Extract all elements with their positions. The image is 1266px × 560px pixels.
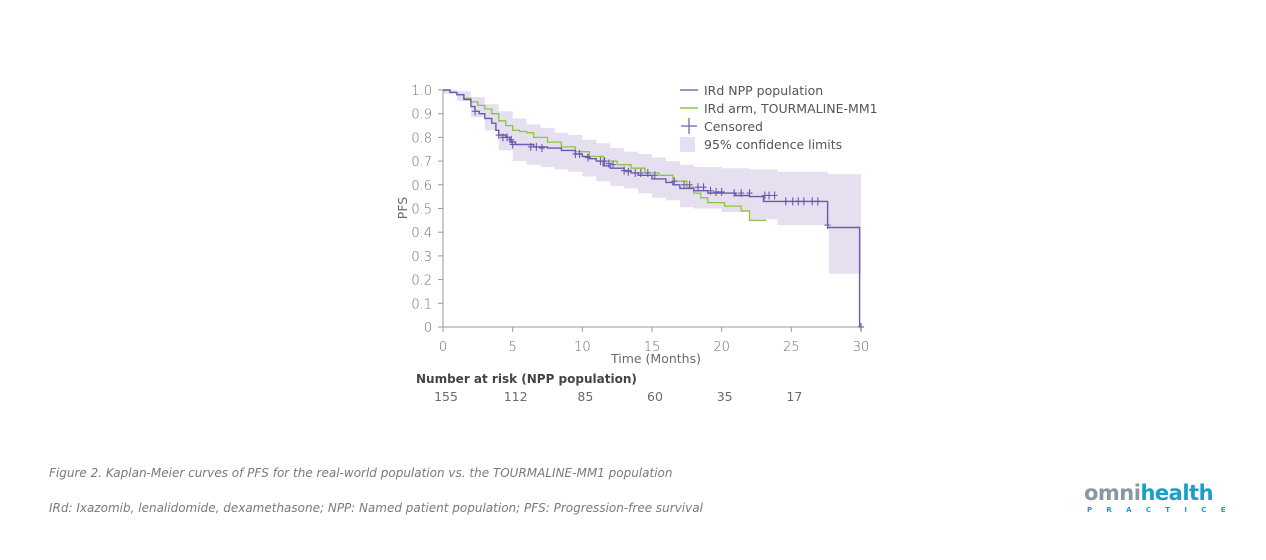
y-tick-label: 0.2 (411, 274, 432, 289)
legend-censored-label: Censored (704, 119, 763, 134)
censored-marker (632, 168, 639, 177)
censored-marker (495, 131, 502, 140)
censored-marker (508, 135, 515, 144)
censored-markers (472, 107, 864, 331)
series-npp-line (443, 89, 861, 327)
x-tick-label: 20 (713, 340, 730, 355)
censored-marker (746, 189, 753, 198)
censored-marker (472, 107, 479, 116)
omnihealth-logo: omnihealth PRACTICE (1084, 482, 1240, 514)
censored-marker (795, 197, 802, 206)
censored-marker (527, 142, 534, 151)
x-tick-label: 5 (509, 340, 517, 355)
censored-marker (700, 183, 707, 192)
figure-caption: Figure 2. Kaplan-Meier curves of PFS for… (49, 466, 673, 480)
censored-marker (621, 166, 628, 175)
x-tick-label: 30 (853, 340, 870, 355)
y-tick-label: 0.3 (411, 250, 432, 265)
x-tick-label: 10 (574, 340, 591, 355)
y-tick-label: 0.8 (411, 131, 432, 146)
censored-marker (771, 191, 778, 200)
censored-marker (789, 197, 796, 206)
censored-marker (686, 180, 693, 189)
y-ticks: 0 0.1 0.2 0.3 0.4 0.5 0.6 0.7 0.8 0.9 1.0 (411, 84, 443, 336)
number-at-risk-value: 155 (434, 389, 458, 404)
censored-marker (707, 186, 714, 195)
x-tick-label: 25 (783, 340, 800, 355)
censored-marker (504, 133, 511, 142)
y-tick-label: 0.6 (411, 179, 432, 194)
logo-subtitle: PRACTICE (1087, 506, 1240, 514)
y-tick-label: 0.9 (411, 108, 432, 123)
number-at-risk-value: 17 (786, 389, 802, 404)
censored-marker (538, 144, 545, 153)
number-at-risk-value: 60 (647, 389, 663, 404)
y-axis-title: PFS (395, 197, 410, 220)
legend-ci-label: 95% confidence limits (704, 137, 842, 152)
abbreviations-note: IRd: Ixazomib, lenalidomide, dexamethaso… (49, 501, 703, 515)
series-layer (443, 89, 861, 327)
censored-marker (609, 160, 616, 169)
censored-marker (824, 221, 831, 230)
y-tick-label: 0.5 (411, 203, 432, 218)
ci-band (443, 90, 861, 274)
censored-marker (671, 177, 678, 186)
censored-marker (584, 153, 591, 162)
censored-marker (533, 142, 540, 151)
x-axis-title: Time (Months) (610, 351, 701, 366)
censored-marker (738, 189, 745, 198)
confidence-band-layer (443, 90, 861, 274)
y-tick-label: 0 (424, 321, 432, 336)
censored-marker (681, 180, 688, 189)
legend: IRd NPP population IRd arm, TOURMALINE-M… (680, 83, 878, 152)
censored-marker (800, 197, 807, 206)
censored-marker (713, 187, 720, 196)
logo-omni-text: omni (1084, 481, 1141, 505)
censored-marker (644, 168, 651, 177)
censored-marker (694, 183, 701, 192)
censored-marker (814, 197, 821, 206)
number-at-risk-title: Number at risk (NPP population) (416, 372, 637, 386)
censored-marker (605, 159, 612, 168)
legend-tourmaline-label: IRd arm, TOURMALINE-MM1 (704, 101, 878, 116)
censored-marker (766, 191, 773, 200)
censored-marker (601, 157, 608, 166)
series-tourmaline-line (443, 89, 767, 221)
censored-marker (718, 187, 725, 196)
censored-marker (809, 197, 816, 206)
number-at-risk-value: 85 (577, 389, 593, 404)
number-at-risk-value: 112 (504, 389, 528, 404)
censored-marker (576, 149, 583, 158)
y-tick-label: 0.4 (411, 226, 432, 241)
number-at-risk-value: 35 (717, 389, 733, 404)
legend-ci-swatch (680, 137, 695, 152)
logo-health-text: health (1140, 481, 1214, 505)
censored-marker (509, 140, 516, 149)
censored-marker (858, 323, 864, 331)
censored-marker (731, 189, 738, 198)
censored-marker (782, 197, 789, 206)
y-tick-label: 0.7 (411, 155, 432, 170)
x-ticks: 0 5 10 15 20 25 30 (439, 327, 869, 355)
x-tick-label: 0 (439, 340, 447, 355)
censored-marker (651, 171, 658, 180)
x-tick-label: 15 (644, 340, 661, 355)
legend-npp-label: IRd NPP population (704, 83, 823, 98)
legend-censored-icon (681, 118, 697, 134)
y-tick-label: 1.0 (411, 84, 432, 99)
censored-marker (625, 167, 632, 176)
censored-marker (637, 168, 644, 177)
number-at-risk-values: 155 112 85 60 35 17 (434, 389, 802, 404)
y-tick-label: 0.1 (411, 297, 432, 312)
logo-wordmark: omnihealth (1084, 482, 1224, 504)
